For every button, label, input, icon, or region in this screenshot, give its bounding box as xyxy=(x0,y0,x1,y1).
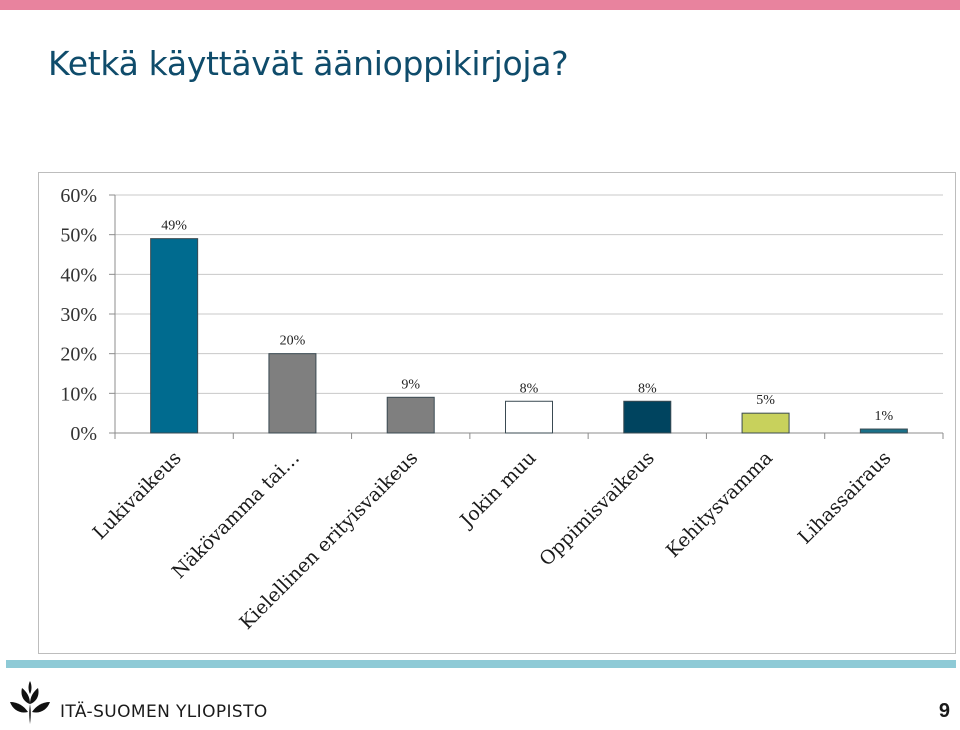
bar-chart: 0% 10% 20% 30% 40% 50% 60% 49% Lukivaikeus 20% Näk… xyxy=(60,185,944,634)
y-tick-label: 10% xyxy=(60,383,97,405)
category-label: Lihassairaus xyxy=(794,447,896,549)
y-tick-label: 20% xyxy=(60,344,97,366)
slide-title: Ketkä käyttävät äänioppikirjoja? xyxy=(48,44,569,83)
value-label: 1% xyxy=(875,409,894,424)
value-label: 8% xyxy=(638,381,657,396)
page-number: 9 xyxy=(938,700,950,722)
category-label: Näkövamma tai… xyxy=(168,447,304,583)
value-label: 5% xyxy=(756,393,775,408)
value-label: 8% xyxy=(520,381,539,396)
y-tick-label: 50% xyxy=(60,225,97,247)
bottom-accent-bar xyxy=(6,660,956,668)
value-label: 49% xyxy=(161,219,187,234)
top-accent-bar xyxy=(0,0,960,10)
bar-1 xyxy=(150,238,199,434)
university-logo-icon xyxy=(10,681,50,724)
y-tick-label: 60% xyxy=(60,185,97,207)
y-tick-label: 30% xyxy=(60,304,97,326)
y-tick-label: 0% xyxy=(70,423,97,445)
value-label: 20% xyxy=(280,334,306,349)
bar-4 xyxy=(505,400,553,434)
category-label: Lukivaikeus xyxy=(89,447,186,544)
university-name: ITÄ-SUOMEN YLIOPISTO xyxy=(60,702,268,722)
bar-2 xyxy=(268,353,317,434)
bar-5 xyxy=(623,400,672,434)
bar-3 xyxy=(386,396,435,434)
bar-7 xyxy=(859,428,908,434)
y-tick-label: 40% xyxy=(60,264,97,286)
category-label: Kehitysvamma xyxy=(662,447,777,562)
bar-6 xyxy=(741,412,790,434)
category-label: Oppimisvaikeus xyxy=(535,447,659,571)
category-label: Jokin muu xyxy=(455,447,541,533)
value-label: 9% xyxy=(401,377,420,392)
chart-container: 0% 10% 20% 30% 40% 50% 60% 49% Lukivaikeus 20% Näk… xyxy=(38,172,956,654)
